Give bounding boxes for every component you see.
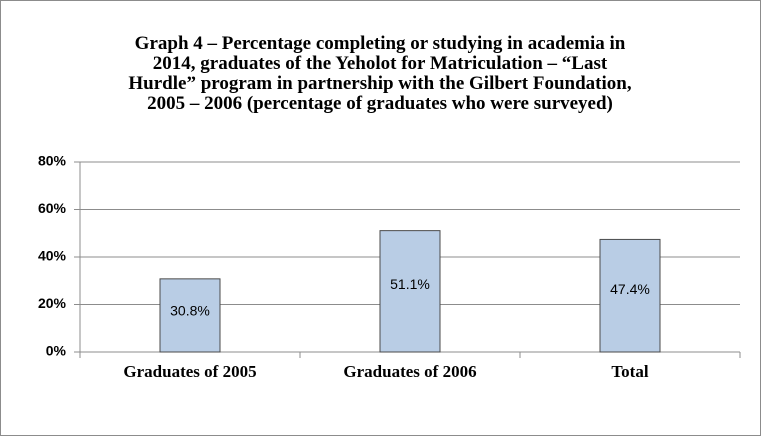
chart-title: Graph 4 – Percentage completing or study… — [128, 33, 632, 114]
bar — [159, 278, 221, 353]
x-tick-label: Total — [611, 362, 648, 381]
y-tick-label: 40% — [38, 248, 67, 264]
y-tick-label: 20% — [38, 295, 67, 311]
x-tick-label: Graduates of 2006 — [343, 362, 476, 381]
bar — [599, 238, 661, 353]
bar — [379, 230, 441, 353]
value-label: 47.4% — [610, 281, 650, 297]
x-tick-label: Graduates of 2005 — [123, 362, 256, 381]
y-tick-label: 60% — [38, 200, 67, 216]
value-label: 51.1% — [390, 276, 430, 292]
y-tick-label: 0% — [46, 343, 67, 359]
y-tick-label: 80% — [38, 153, 67, 169]
value-label: 30.8% — [170, 302, 210, 318]
